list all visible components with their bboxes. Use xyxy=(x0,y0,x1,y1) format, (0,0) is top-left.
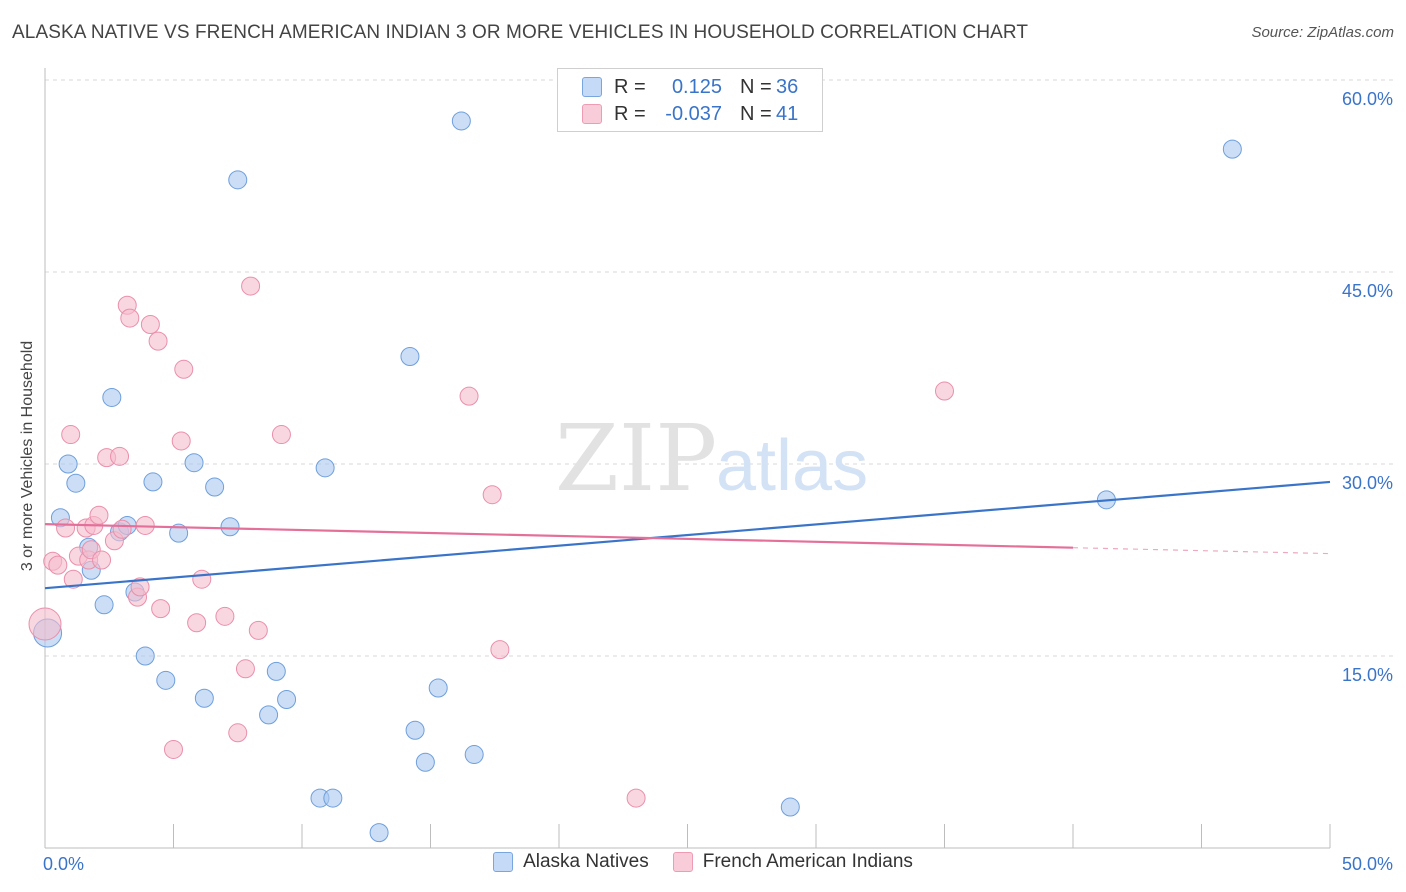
watermark-zip: ZIP xyxy=(555,405,717,512)
y-tick-label: 60.0% xyxy=(1342,89,1393,109)
french-point xyxy=(130,577,150,597)
french-point xyxy=(215,606,235,626)
legend-label: Alaska Natives xyxy=(523,851,649,872)
x-tick-label: 0.0% xyxy=(43,854,84,874)
french-point xyxy=(120,308,140,328)
alaska-point xyxy=(400,346,420,366)
source-label: Source: ZipAtlas.com xyxy=(1251,24,1394,41)
french-point xyxy=(174,359,194,379)
legend-swatch-blue xyxy=(493,852,514,872)
french-point xyxy=(626,788,646,808)
french-point xyxy=(112,519,132,539)
y-tick-label: 30.0% xyxy=(1342,473,1393,493)
alaska-point xyxy=(94,595,114,615)
legend-n-label: N = xyxy=(740,102,772,125)
alaska-point xyxy=(464,745,484,765)
legend-r-label: R = xyxy=(614,102,646,125)
series-legend: Alaska Natives French American Indians xyxy=(0,851,1406,873)
french-point xyxy=(148,331,168,351)
french-point xyxy=(192,569,212,589)
alaska-point xyxy=(277,690,297,710)
french-point xyxy=(241,276,261,296)
french-point xyxy=(110,446,130,466)
legend-n-value: 36 xyxy=(776,75,799,98)
alaska-point xyxy=(428,678,448,698)
alaska-point xyxy=(66,473,86,493)
french-point xyxy=(171,431,191,451)
stats-legend: R = 0.125 N = 36 R = -0.037 N = 41 xyxy=(557,68,823,132)
french-point xyxy=(187,613,207,633)
french-point xyxy=(28,607,62,641)
alaska-point xyxy=(780,797,800,817)
chart-title: ALASKA NATIVE VS FRENCH AMERICAN INDIAN … xyxy=(12,22,1029,43)
alaska-point xyxy=(266,661,286,681)
french-trendline xyxy=(44,523,1074,549)
french-point xyxy=(56,518,76,538)
french-point xyxy=(459,386,479,406)
legend-n-value: 41 xyxy=(776,102,799,125)
alaska-point xyxy=(58,454,78,474)
french-point xyxy=(248,620,268,640)
legend-r-value: -0.037 xyxy=(665,102,722,125)
french-point xyxy=(490,640,510,660)
legend-r-label: R = xyxy=(614,75,646,98)
alaska-point xyxy=(369,823,389,843)
french-point xyxy=(235,659,255,679)
legend-item-french-american-indians[interactable]: French American Indians xyxy=(672,851,913,873)
alaska-point xyxy=(315,458,335,478)
x-tick-label: 50.0% xyxy=(1342,854,1393,874)
alaska-point xyxy=(259,705,279,725)
alaska-point xyxy=(169,523,189,543)
alaska-point xyxy=(228,170,248,190)
alaska-point xyxy=(323,788,343,808)
legend-row-alaska: R = 0.125 N = 36 xyxy=(582,75,798,99)
french-point xyxy=(935,381,954,401)
y-tick-label: 45.0% xyxy=(1342,281,1393,301)
french-trendline-extension xyxy=(1072,547,1331,555)
alaska-point xyxy=(143,472,163,492)
french-point xyxy=(151,599,171,619)
french-point xyxy=(89,505,109,525)
alaska-point xyxy=(205,477,225,497)
legend-swatch-pink xyxy=(672,852,693,872)
french-point xyxy=(140,314,160,334)
french-point xyxy=(63,569,83,589)
alaska-point xyxy=(415,752,435,772)
legend-swatch-blue xyxy=(582,77,602,97)
french-point xyxy=(61,425,81,445)
y-tick-label: 15.0% xyxy=(1342,665,1393,685)
alaska-point xyxy=(405,720,425,740)
legend-swatch-pink xyxy=(582,104,602,124)
alaska-point xyxy=(451,111,471,131)
legend-label: French American Indians xyxy=(702,851,913,872)
alaska-point xyxy=(135,646,155,666)
alaska-point xyxy=(102,387,122,407)
alaska-point xyxy=(184,453,204,473)
french-point xyxy=(48,555,68,575)
legend-r-value: 0.125 xyxy=(671,75,722,98)
french-point xyxy=(92,550,112,570)
french-point xyxy=(164,739,183,759)
watermark-atlas: atlas xyxy=(716,426,868,506)
alaska-trendline xyxy=(44,480,1331,590)
alaska-point xyxy=(220,517,240,537)
alaska-point xyxy=(194,688,214,708)
french-point xyxy=(482,485,502,505)
legend-item-alaska-natives[interactable]: Alaska Natives xyxy=(493,851,649,873)
french-point xyxy=(271,425,291,445)
alaska-point xyxy=(1222,139,1242,159)
alaska-point xyxy=(156,670,176,690)
legend-n-label: N = xyxy=(740,75,772,98)
legend-row-french: R = -0.037 N = 41 xyxy=(582,102,798,126)
french-point xyxy=(228,723,248,743)
